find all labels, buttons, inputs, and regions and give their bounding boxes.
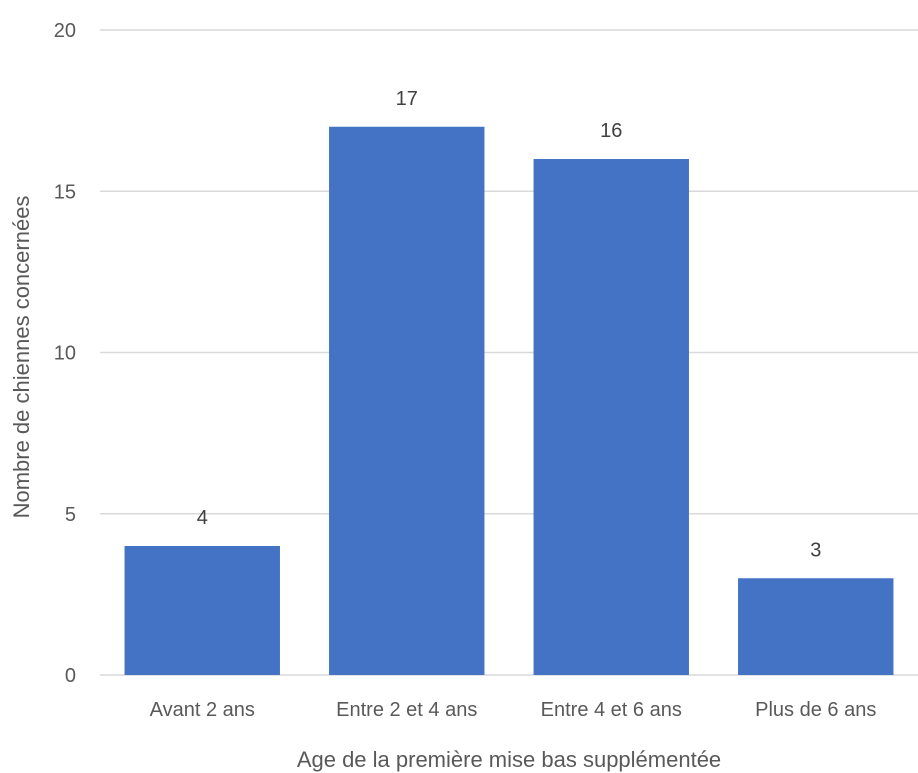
data-labels: 4 17 16 3 xyxy=(197,88,822,562)
category-label-3: Entre 4 et 6 ans xyxy=(541,699,682,721)
bar-3 xyxy=(533,159,689,675)
category-label-4: Plus de 6 ans xyxy=(755,699,876,721)
category-label-2: Entre 2 et 4 ans xyxy=(336,699,477,721)
x-axis-title: Age de la première mise bas supplémentée xyxy=(297,747,721,772)
data-label-1: 4 xyxy=(197,507,208,529)
bar-1 xyxy=(124,546,280,675)
y-tick-label: 20 xyxy=(54,20,76,42)
bars xyxy=(124,126,894,675)
y-tick-label: 15 xyxy=(54,181,76,203)
data-label-2: 17 xyxy=(396,88,418,110)
y-tick-label: 5 xyxy=(65,504,76,526)
y-tick-label: 10 xyxy=(54,343,76,365)
y-axis-title: Nombre de chiennes concernées xyxy=(9,196,34,519)
y-tick-label: 0 xyxy=(65,665,76,687)
data-label-3: 16 xyxy=(600,120,622,142)
x-axis-categories: Avant 2 ans Entre 2 et 4 ans Entre 4 et 6 … xyxy=(150,699,877,721)
category-label-1: Avant 2 ans xyxy=(150,699,255,721)
y-axis-ticks: 0 5 10 15 20 xyxy=(54,20,76,687)
bar-2 xyxy=(329,126,485,675)
data-label-4: 3 xyxy=(810,539,821,561)
bar-4 xyxy=(738,578,894,675)
